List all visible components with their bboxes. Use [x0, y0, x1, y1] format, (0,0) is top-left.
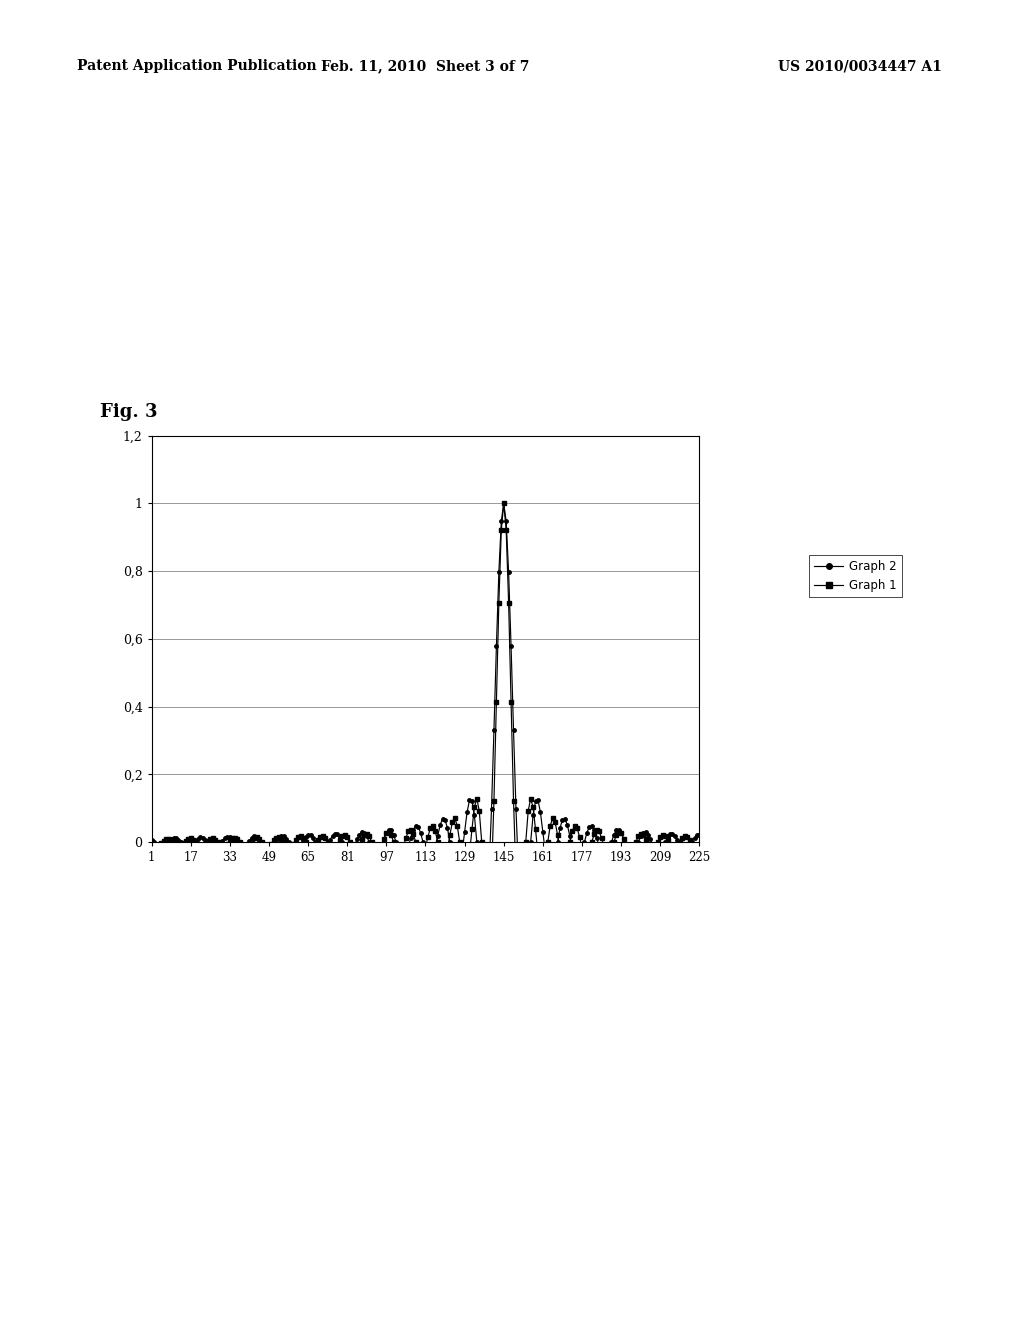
Graph 2 — [531, 792, 544, 808]
Graph 1 — [591, 821, 603, 837]
Graph 1 — [607, 834, 620, 850]
Graph 2 — [498, 495, 510, 511]
Graph 1 — [498, 495, 510, 511]
Graph 2 — [591, 830, 603, 846]
Graph 1 — [531, 846, 544, 862]
Text: Fig. 3: Fig. 3 — [100, 403, 158, 421]
Legend: Graph 2, Graph 1: Graph 2, Graph 1 — [809, 556, 902, 597]
Graph 1 — [586, 834, 598, 850]
Graph 2 — [607, 828, 620, 843]
Graph 1 — [693, 838, 706, 854]
Graph 1 — [258, 837, 270, 853]
Text: US 2010/0034447 A1: US 2010/0034447 A1 — [778, 59, 942, 74]
Graph 2 — [297, 832, 309, 847]
Line: Graph 2: Graph 2 — [150, 502, 701, 917]
Graph 2 — [478, 908, 490, 924]
Line: Graph 1: Graph 1 — [150, 502, 701, 913]
Graph 2 — [693, 826, 706, 842]
Text: Feb. 11, 2010  Sheet 3 of 7: Feb. 11, 2010 Sheet 3 of 7 — [321, 59, 529, 74]
Graph 2 — [258, 837, 270, 853]
Graph 1 — [145, 834, 158, 850]
Graph 1 — [297, 830, 309, 846]
Graph 1 — [483, 904, 496, 920]
Text: Patent Application Publication: Patent Application Publication — [77, 59, 316, 74]
Graph 2 — [145, 832, 158, 847]
Graph 2 — [586, 818, 598, 834]
